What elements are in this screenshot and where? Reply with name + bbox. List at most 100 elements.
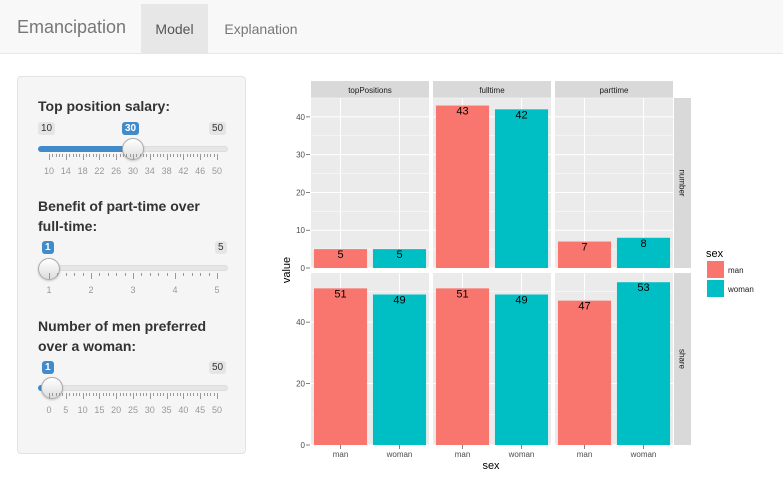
slider-tick <box>149 154 151 160</box>
bar-share-fulltime-man <box>435 288 490 445</box>
slider-tick <box>200 393 202 399</box>
slider-tick <box>217 154 218 160</box>
slider-tick-label: 38 <box>161 166 172 176</box>
slider-tick <box>85 154 87 157</box>
legend-label: man <box>728 266 744 275</box>
slider-tick <box>191 273 193 276</box>
slider-tick <box>183 393 185 399</box>
slider-tick-label: 30 <box>144 405 155 415</box>
slider-tick <box>79 393 81 396</box>
x-tick-label: man <box>455 450 471 459</box>
slider-tick <box>186 154 188 157</box>
slider-tick <box>186 393 188 396</box>
slider-tick <box>153 154 155 157</box>
legend-label: woman <box>727 285 754 294</box>
slider-tick-label: 50 <box>211 166 223 176</box>
bar-number-fulltime-man <box>435 105 490 268</box>
slider-tick <box>196 393 198 396</box>
slider-tick <box>82 154 84 160</box>
slider-tick <box>139 154 141 157</box>
slider-tick <box>65 393 67 399</box>
slider-tick-label: 4 <box>172 285 178 295</box>
x-axis-title: sex <box>482 460 500 472</box>
slider-tick <box>96 393 98 396</box>
y-tick-label: 20 <box>296 188 305 197</box>
slider-tick <box>149 273 151 276</box>
slider-tick <box>116 273 118 276</box>
tab-explanation[interactable]: Explanation <box>224 21 298 37</box>
slider-tick <box>136 154 138 157</box>
part-time-benefit-max-badge: 5 <box>215 241 227 254</box>
slider-tick <box>119 393 121 396</box>
slider-tick <box>89 393 91 396</box>
x-tick-label: man <box>577 450 593 459</box>
top-salary-label: Top position salary: <box>38 98 170 114</box>
data-label: 5 <box>337 249 343 261</box>
part-time-benefit-handle[interactable] <box>38 258 60 280</box>
x-tick-label: woman <box>386 450 413 459</box>
facet-strip-label: parttime <box>600 86 629 95</box>
slider-tick <box>49 154 50 160</box>
slider-tick-label: 42 <box>178 166 189 176</box>
men-preferred-handle[interactable] <box>41 377 64 399</box>
slider-tick <box>175 273 176 279</box>
slider-tick <box>49 393 50 399</box>
slider-tick <box>112 393 114 396</box>
slider-tick <box>75 393 77 396</box>
slider-tick <box>129 393 131 396</box>
slider-tick <box>169 393 171 396</box>
slider-tick <box>176 393 178 396</box>
x-tick-label: woman <box>508 450 535 459</box>
slider-tick <box>166 154 168 160</box>
data-label: 5 <box>396 249 402 261</box>
slider-tick <box>91 273 92 279</box>
slider-tick-label: 25 <box>127 405 139 415</box>
slider-tick <box>206 393 208 396</box>
slider-tick <box>203 393 205 396</box>
slider-tick <box>62 154 64 157</box>
top-salary-value-badge: 30 <box>122 122 140 135</box>
x-tick-label: man <box>333 450 349 459</box>
slider-tick <box>126 154 128 157</box>
slider-tick <box>99 154 101 160</box>
slider-tick <box>52 393 54 396</box>
bar-share-parttime-woman <box>616 282 671 445</box>
slider-tick-label: 26 <box>111 166 122 176</box>
facet-strip-number <box>674 98 691 268</box>
slider-tick <box>156 154 158 157</box>
slider-tick-label: 34 <box>144 166 155 176</box>
legend-swatch-woman <box>707 280 724 297</box>
slider-tick <box>180 154 182 157</box>
facet-strip-share <box>674 273 691 445</box>
data-label: 53 <box>637 282 649 294</box>
bar-number-parttime-woman <box>616 237 671 268</box>
slider-tick <box>213 393 215 396</box>
slider-tick <box>173 154 175 157</box>
y-tick-label: 20 <box>296 380 305 389</box>
slider-tick <box>116 393 118 399</box>
slider-tick <box>141 273 143 276</box>
data-label: 8 <box>640 238 646 250</box>
tab-model[interactable]: Model <box>141 4 208 54</box>
slider-tick-label: 5 <box>214 285 220 295</box>
slider-tick <box>183 273 185 276</box>
data-label: 49 <box>393 295 405 307</box>
slider-tick <box>116 154 118 160</box>
data-label: 47 <box>578 301 590 313</box>
slider-tick <box>213 154 215 157</box>
facet-strip-label: topPositions <box>348 86 392 95</box>
slider-tick <box>158 273 160 276</box>
men-preferred-value-badge: 1 <box>42 361 54 374</box>
top-salary-ticks <box>49 154 218 160</box>
sidebar-panel: Top position salary: 10 30 50 10 14 18 22 26… <box>17 76 246 454</box>
slider-tick <box>217 273 218 279</box>
slider-tick <box>112 154 114 157</box>
facet-strip-topPositions <box>311 81 429 98</box>
facet-strip-parttime <box>555 81 673 98</box>
top-salary-min-badge: 10 <box>38 122 56 135</box>
slider-tick <box>193 154 195 157</box>
slider-tick <box>146 393 148 396</box>
slider-tick <box>190 393 192 396</box>
slider-tick <box>122 154 124 157</box>
